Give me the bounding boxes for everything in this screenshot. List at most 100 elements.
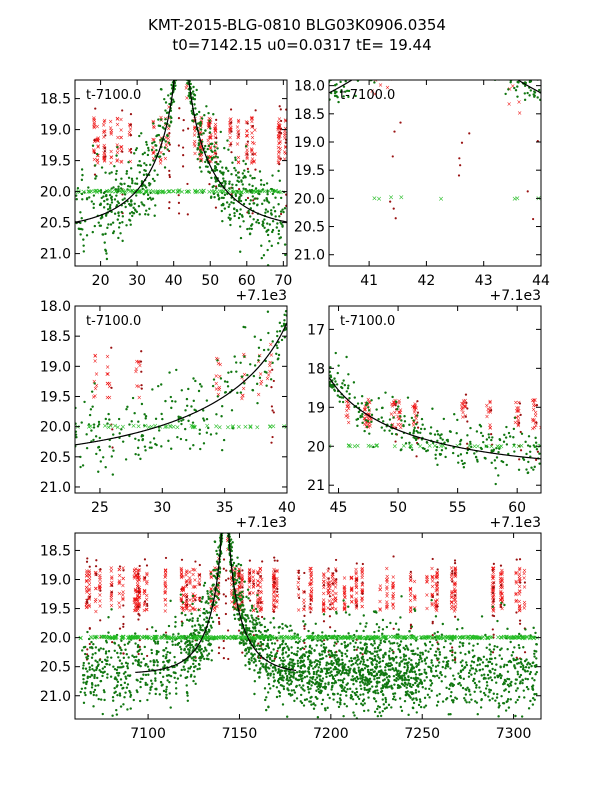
data-point: × xyxy=(390,584,395,591)
data-point xyxy=(466,686,469,689)
data-point: × xyxy=(163,574,168,581)
data-point: × xyxy=(163,584,168,591)
data-point: × xyxy=(118,188,124,196)
data-point xyxy=(193,98,197,101)
data-point: × xyxy=(186,188,192,196)
data-point xyxy=(451,451,455,455)
data-point xyxy=(328,595,332,598)
data-point xyxy=(197,389,201,393)
data-point: × xyxy=(206,125,211,132)
data-point xyxy=(538,452,541,455)
data-point: × xyxy=(253,188,259,196)
data-point xyxy=(271,228,275,232)
data-point: × xyxy=(86,188,92,196)
data-point: × xyxy=(109,568,114,575)
data-point: × xyxy=(309,606,314,613)
data-point xyxy=(110,198,114,202)
data-point: × xyxy=(360,604,365,611)
data-point xyxy=(167,94,170,97)
data-point xyxy=(363,686,366,690)
y-tick-label: 20.5 xyxy=(294,220,325,236)
data-point: × xyxy=(106,371,111,378)
data-point xyxy=(257,190,261,193)
data-point xyxy=(294,677,298,680)
data-point xyxy=(157,118,160,121)
data-point xyxy=(281,674,284,678)
data-point: × xyxy=(453,603,458,610)
data-point xyxy=(390,432,394,435)
data-point: × xyxy=(472,442,478,450)
data-point xyxy=(246,588,250,592)
data-point: × xyxy=(255,578,260,585)
data-point xyxy=(407,679,410,682)
data-point: × xyxy=(247,584,252,591)
data-point: × xyxy=(435,570,440,577)
data-point xyxy=(180,389,184,392)
data-point xyxy=(409,570,412,573)
data-point xyxy=(228,203,231,206)
panel-2: ×××××××××××××× × × ××××41 42 43 4418.018.519.0… xyxy=(294,79,550,304)
data-point: × xyxy=(369,417,374,424)
data-point: × xyxy=(484,413,489,420)
data-point: × xyxy=(372,91,377,98)
data-point: × xyxy=(326,591,331,598)
data-point: × xyxy=(228,142,233,149)
data-point xyxy=(177,194,180,197)
data-point: × xyxy=(206,121,211,128)
data-point xyxy=(86,598,89,601)
data-point xyxy=(152,122,155,125)
data-point: × xyxy=(450,588,455,595)
data-point xyxy=(235,370,238,373)
data-point: × xyxy=(374,442,380,450)
data-point: × xyxy=(268,341,273,348)
data-point xyxy=(493,459,497,462)
data-point xyxy=(153,214,156,217)
data-point: × xyxy=(449,599,454,606)
data-point xyxy=(381,698,384,701)
data-point: × xyxy=(424,592,429,599)
data-point xyxy=(505,425,508,429)
data-point xyxy=(297,569,301,572)
data-point: × xyxy=(184,599,189,606)
data-point: × xyxy=(192,187,198,195)
data-point: × xyxy=(236,423,242,431)
data-point: × xyxy=(91,115,96,122)
data-point xyxy=(233,355,236,358)
data-point xyxy=(485,438,489,441)
data-point: × xyxy=(95,136,100,143)
data-point: × xyxy=(321,602,326,609)
data-point xyxy=(347,665,350,669)
data-point: × xyxy=(175,188,181,196)
data-point xyxy=(251,125,254,128)
data-point xyxy=(207,144,211,148)
data-point xyxy=(203,657,206,661)
data-point xyxy=(106,202,109,206)
data-point: × xyxy=(309,597,314,604)
y-tick-label: 21.0 xyxy=(294,248,325,264)
data-point xyxy=(106,676,109,679)
data-point xyxy=(341,662,344,666)
data-point: × xyxy=(538,425,543,432)
data-point xyxy=(237,133,240,136)
data-point xyxy=(510,680,513,684)
data-point xyxy=(364,638,368,641)
data-point: × xyxy=(107,187,113,195)
data-point xyxy=(329,666,332,670)
data-point xyxy=(279,683,283,687)
data-point xyxy=(253,176,256,180)
data-point xyxy=(368,432,371,435)
data-point xyxy=(239,236,243,240)
data-point xyxy=(108,418,111,421)
data-point xyxy=(280,127,283,131)
data-point xyxy=(122,703,125,706)
data-point xyxy=(121,193,124,196)
data-point xyxy=(526,471,529,475)
data-point: × xyxy=(435,575,440,582)
data-point: × xyxy=(118,134,123,141)
data-point: × xyxy=(109,580,114,587)
data-point: × xyxy=(349,586,354,593)
data-point: × xyxy=(276,140,281,147)
data-point: × xyxy=(159,188,165,196)
data-point: × xyxy=(191,567,196,574)
data-point: × xyxy=(393,397,398,404)
